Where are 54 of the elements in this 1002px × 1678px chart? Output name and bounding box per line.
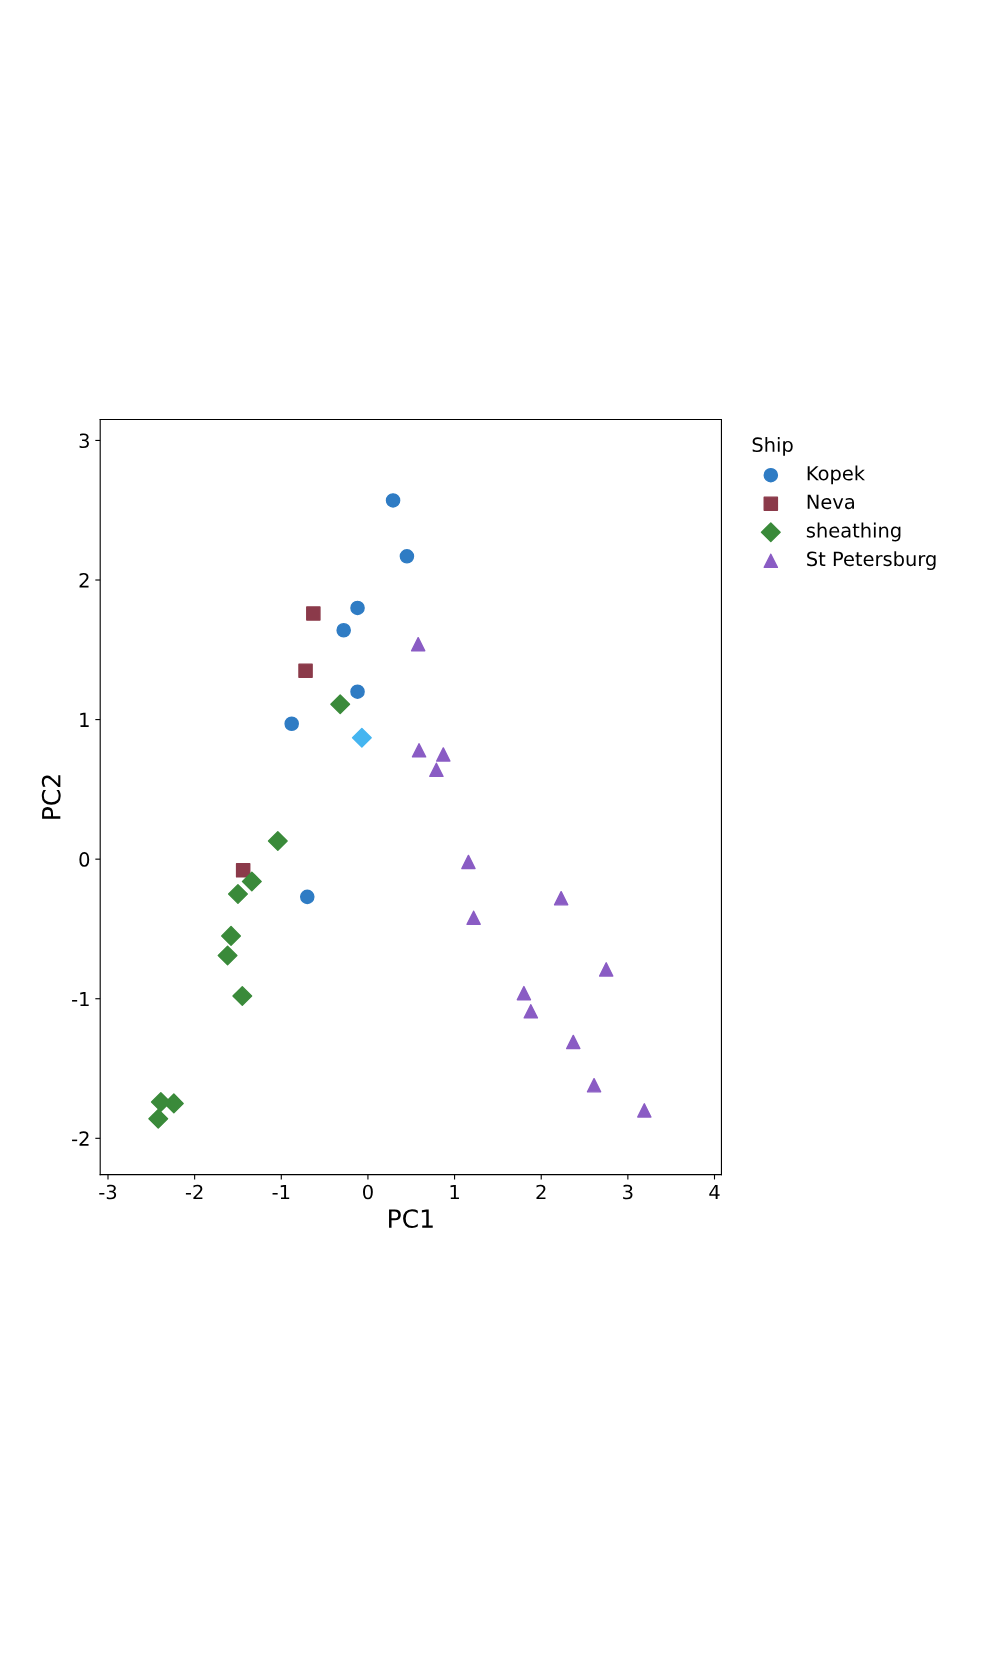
point — [336, 622, 351, 638]
point — [351, 727, 372, 748]
x-tick-label: -1 — [272, 1184, 290, 1200]
point — [148, 1108, 169, 1129]
point — [350, 684, 365, 699]
point — [436, 747, 451, 762]
point — [350, 600, 365, 616]
point — [523, 1004, 539, 1019]
legend-label: Kopek — [807, 465, 865, 485]
point — [385, 493, 401, 508]
legend-label: Neva — [807, 494, 854, 510]
point — [299, 889, 315, 905]
point — [598, 962, 614, 977]
point — [466, 910, 481, 926]
point — [306, 606, 321, 621]
point — [284, 716, 299, 732]
legend-label: St Petersburg — [807, 551, 936, 570]
point — [235, 863, 251, 878]
point — [298, 663, 313, 679]
x-tick-label: 4 — [709, 1184, 720, 1200]
x-tick-label: 3 — [623, 1184, 633, 1200]
point — [217, 945, 238, 966]
point — [429, 762, 444, 778]
point — [553, 890, 569, 906]
x-tick-label: 2 — [536, 1184, 546, 1200]
y-axis-title: PC2 — [41, 775, 61, 819]
y-tick-label: -1 — [72, 991, 89, 1007]
point — [232, 985, 253, 1006]
x-tick-label: -2 — [185, 1184, 203, 1200]
x-tick-label: -3 — [99, 1184, 117, 1200]
point — [461, 854, 476, 870]
x-tick-label: 0 — [363, 1184, 373, 1200]
point — [565, 1034, 581, 1050]
point — [330, 694, 351, 715]
y-tick-label: -2 — [72, 1131, 89, 1146]
legend-label: sheathing — [806, 522, 901, 542]
y-tick-label: 3 — [79, 433, 89, 449]
point — [221, 925, 242, 946]
point — [241, 871, 262, 892]
point — [410, 636, 426, 652]
legend-title: Ship — [752, 437, 793, 456]
point — [637, 1103, 652, 1118]
point — [516, 985, 532, 1001]
point — [227, 884, 248, 905]
x-tick-label: 1 — [450, 1184, 459, 1200]
point — [411, 743, 427, 758]
point — [267, 831, 288, 852]
y-tick-label: 0 — [79, 852, 90, 867]
x-axis-title: PC1 — [389, 1209, 433, 1229]
y-tick-label: 2 — [79, 572, 89, 588]
point — [399, 549, 415, 564]
point — [150, 1092, 171, 1113]
y-tick-label: 1 — [80, 712, 89, 727]
point — [586, 1077, 602, 1093]
